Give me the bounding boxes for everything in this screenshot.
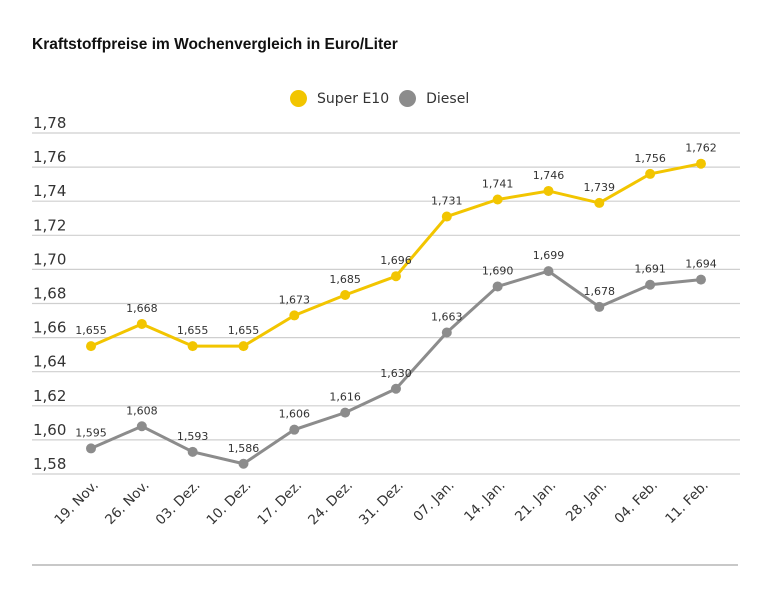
data-point xyxy=(492,194,503,205)
data-label: 1,694 xyxy=(685,258,717,271)
legend-swatch-diesel xyxy=(399,90,417,107)
data-label: 1,586 xyxy=(228,442,260,455)
data-label: 1,731 xyxy=(431,195,463,208)
legend-item-super-e10: Super E10 xyxy=(290,90,389,107)
data-point xyxy=(187,341,198,352)
y-tick-label: 1,68 xyxy=(33,285,66,303)
x-tick-label: 26. Nov. xyxy=(102,478,152,528)
y-tick-label: 1,66 xyxy=(33,319,66,337)
legend-item-diesel: Diesel xyxy=(399,90,469,107)
data-label: 1,606 xyxy=(279,408,311,421)
data-label: 1,690 xyxy=(482,264,514,277)
data-label: 1,678 xyxy=(584,285,616,298)
data-label: 1,593 xyxy=(177,430,209,443)
x-tick-label: 10. Dez. xyxy=(204,478,255,529)
bottom-divider xyxy=(32,564,738,566)
data-point xyxy=(492,281,503,292)
data-label: 1,691 xyxy=(634,263,666,276)
legend: Super E10 Diesel xyxy=(290,90,479,107)
data-label: 1,655 xyxy=(177,324,209,337)
data-point xyxy=(441,327,452,338)
x-tick-label: 19. Nov. xyxy=(51,478,101,528)
x-tick-label: 24. Dez. xyxy=(305,478,356,529)
data-point xyxy=(136,421,147,432)
data-point xyxy=(695,274,706,285)
x-tick-label: 04. Feb. xyxy=(611,478,660,527)
data-label: 1,741 xyxy=(482,177,514,190)
x-tick-label: 17. Dez. xyxy=(254,478,305,529)
data-point xyxy=(594,301,605,312)
x-tick-label: 14. Jan. xyxy=(461,478,508,525)
data-label: 1,762 xyxy=(685,142,717,155)
y-tick-label: 1,60 xyxy=(33,421,66,439)
data-label: 1,608 xyxy=(126,404,158,417)
data-label: 1,756 xyxy=(634,152,666,165)
data-point xyxy=(390,271,401,282)
x-tick-label: 07. Jan. xyxy=(410,478,457,525)
data-point xyxy=(441,211,452,222)
data-point xyxy=(390,383,401,394)
data-label: 1,655 xyxy=(228,324,260,337)
y-tick-label: 1,74 xyxy=(33,182,66,200)
data-point xyxy=(645,168,656,179)
data-label: 1,668 xyxy=(126,302,158,315)
legend-label: Diesel xyxy=(426,90,470,107)
data-label: 1,595 xyxy=(75,426,107,439)
x-tick-label: 03. Dez. xyxy=(153,478,204,529)
data-label: 1,696 xyxy=(380,254,412,267)
data-point xyxy=(543,266,554,277)
y-tick-label: 1,58 xyxy=(33,455,66,473)
data-point xyxy=(340,289,351,300)
data-point xyxy=(238,458,249,469)
data-point xyxy=(86,443,96,454)
data-point xyxy=(594,197,605,208)
x-tick-label: 21. Jan. xyxy=(512,478,559,525)
data-label: 1,655 xyxy=(75,324,107,337)
data-point xyxy=(340,407,351,418)
data-point xyxy=(86,341,96,352)
y-tick-label: 1,62 xyxy=(33,387,66,405)
y-tick-label: 1,76 xyxy=(33,148,66,166)
data-point xyxy=(645,279,656,290)
data-label: 1,746 xyxy=(533,169,565,182)
data-label: 1,739 xyxy=(584,181,616,194)
y-tick-label: 1,78 xyxy=(33,114,66,132)
legend-swatch-super-e10 xyxy=(290,90,307,107)
data-point xyxy=(136,318,147,329)
data-label: 1,699 xyxy=(533,249,565,262)
y-tick-label: 1,70 xyxy=(33,250,66,268)
data-point xyxy=(289,310,300,321)
x-tick-label: 31. Dez. xyxy=(356,478,407,529)
data-point xyxy=(289,424,300,435)
data-point xyxy=(238,341,249,352)
legend-label: Super E10 xyxy=(317,90,390,107)
data-point xyxy=(543,185,554,196)
y-tick-label: 1,72 xyxy=(33,216,66,234)
data-label: 1,673 xyxy=(279,293,311,306)
data-label: 1,616 xyxy=(329,391,361,404)
x-tick-label: 28. Jan. xyxy=(563,478,610,525)
x-tick-label: 11. Feb. xyxy=(662,478,711,527)
data-point xyxy=(695,158,706,169)
chart-title: Kraftstoffpreise im Wochenvergleich in E… xyxy=(32,36,398,53)
y-tick-label: 1,64 xyxy=(33,353,66,371)
data-label: 1,685 xyxy=(329,273,361,286)
data-point xyxy=(187,446,198,457)
data-label: 1,630 xyxy=(380,367,412,380)
data-label: 1,663 xyxy=(431,310,463,323)
